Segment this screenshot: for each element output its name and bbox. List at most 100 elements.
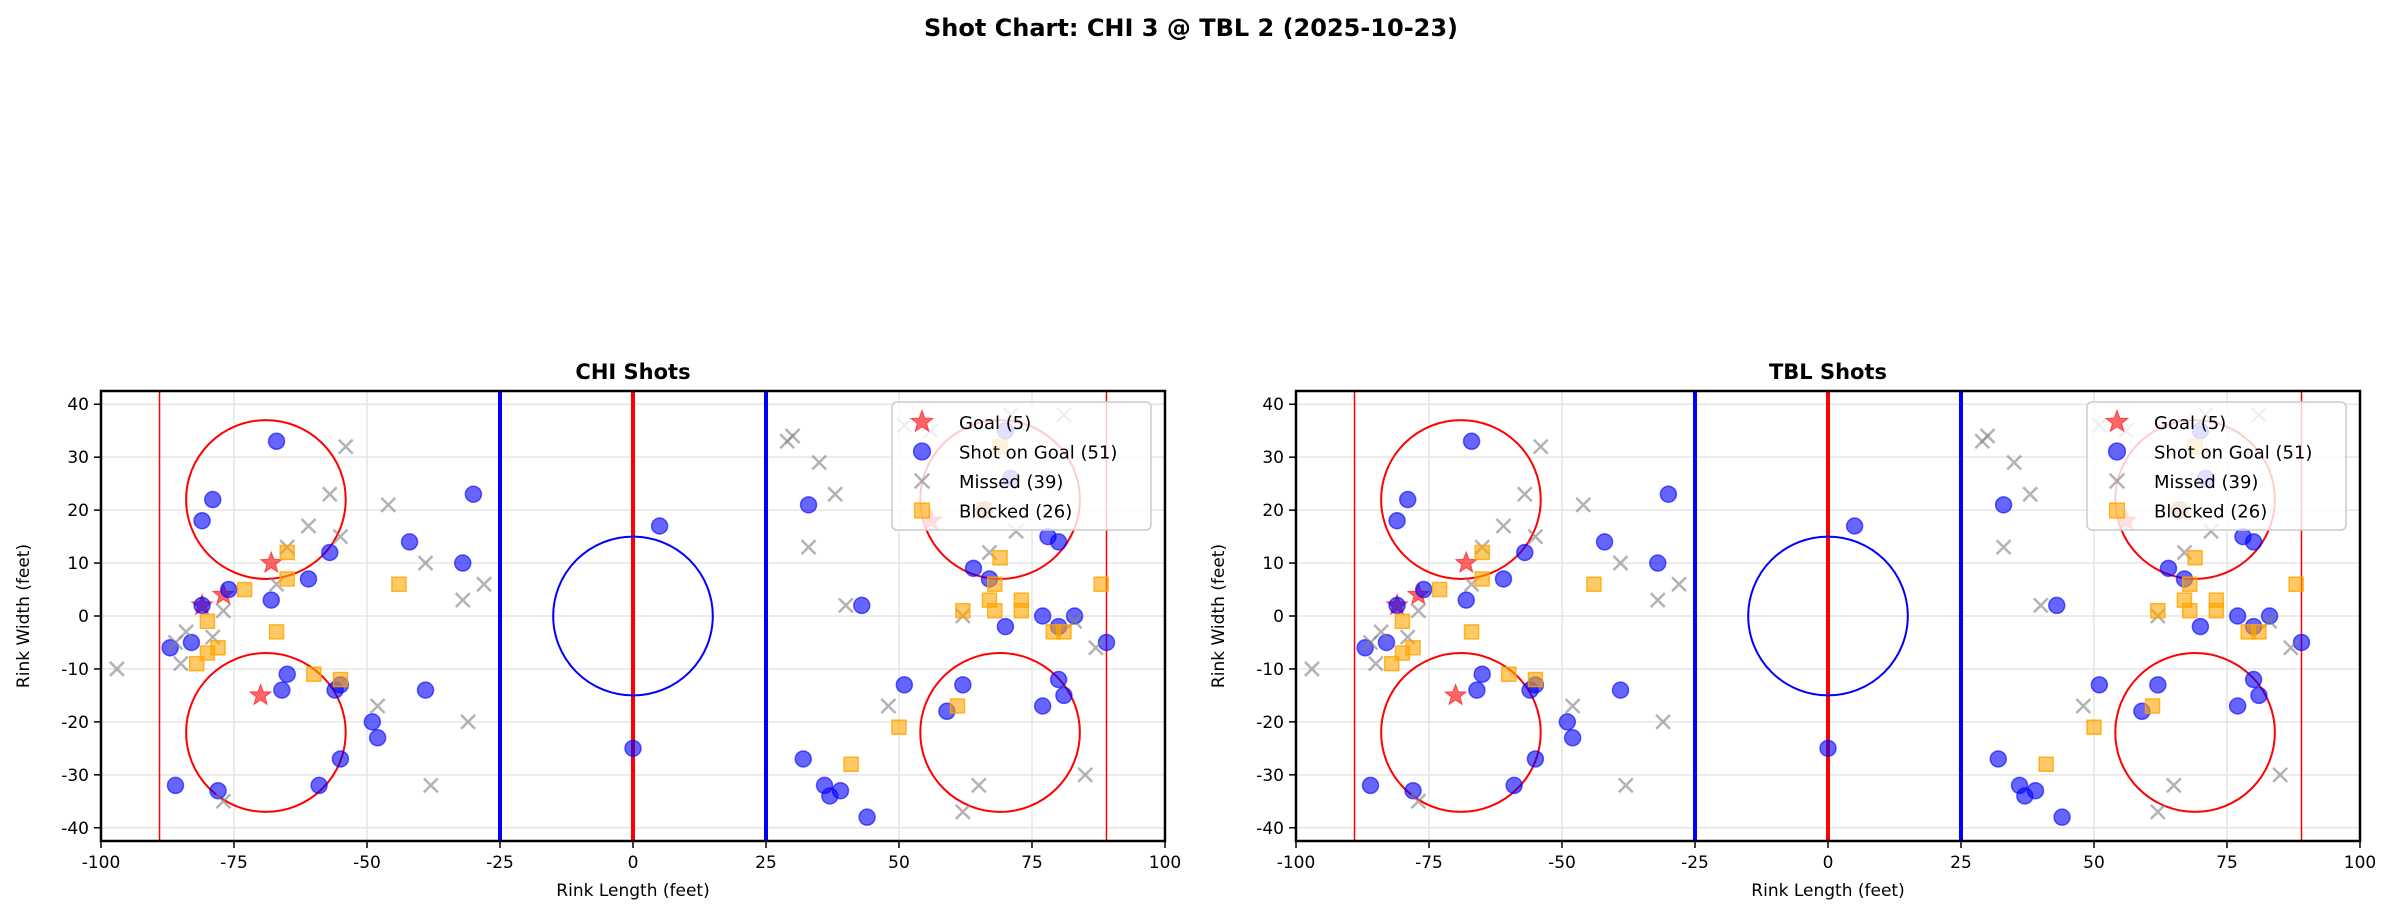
point-circle (1065, 607, 1084, 625)
point-square (2187, 550, 2203, 566)
legend-marker-circle (2107, 442, 2127, 461)
point-x (321, 486, 338, 503)
point-x (2006, 454, 2023, 471)
point-square (955, 602, 971, 619)
point-circle (321, 543, 339, 562)
point-square (2251, 624, 2267, 640)
point-circle (964, 559, 983, 578)
point-circle (273, 681, 291, 699)
point-x (970, 777, 987, 794)
point-x (811, 454, 828, 471)
y-tick-label: -20 (61, 713, 89, 733)
point-square (2144, 698, 2161, 714)
y-tick-label: -40 (1256, 819, 1284, 839)
point-x (172, 655, 189, 672)
point-circle (1649, 554, 1667, 572)
point-x (417, 555, 434, 571)
point-circle (182, 633, 201, 652)
point-x (1575, 496, 1592, 513)
y-tick-label: 40 (1262, 395, 1284, 415)
point-circle (1994, 496, 2013, 514)
faceoff-circle (185, 652, 347, 813)
point-circle (203, 490, 222, 509)
point-x (167, 634, 184, 651)
point-circle (2090, 676, 2109, 694)
point-circle (1819, 739, 1837, 758)
point-circle (1516, 543, 1534, 562)
y-tick-label: -30 (1256, 766, 1284, 786)
faceoff-circle (1380, 652, 1542, 813)
point-circle (1462, 432, 1481, 451)
faceoff-circle (2114, 652, 2276, 813)
point-circle (219, 580, 238, 599)
point-circle (624, 739, 642, 758)
point-x (2075, 698, 2092, 714)
point-square (891, 719, 907, 735)
x-tick-label: 25 (755, 853, 777, 873)
point-circle (2244, 670, 2263, 689)
point-square (1586, 576, 1602, 592)
point-square (987, 602, 1003, 619)
point-circle (193, 596, 211, 615)
point-circle (1049, 670, 1068, 689)
point-circle (1049, 533, 1068, 551)
point-circle (464, 485, 483, 503)
point-circle (1526, 750, 1545, 768)
legend-label: Goal (5) (2154, 413, 2226, 434)
point-circle (1033, 697, 1052, 715)
point-square (199, 613, 216, 630)
point-circle (799, 496, 818, 514)
point-circle (1845, 517, 1864, 535)
point-x (332, 528, 349, 545)
point-circle (2149, 676, 2167, 694)
point-square (279, 571, 295, 587)
point-x (1564, 698, 1581, 714)
point-square (2288, 576, 2304, 592)
point-circle (1611, 681, 1630, 699)
point-x (1649, 592, 1666, 609)
x-tick-label: -100 (82, 853, 121, 873)
point-circle (209, 781, 227, 800)
y-axis-label: Rink Width (feet) (14, 544, 34, 688)
point-square (1056, 624, 1072, 640)
x-tick-label: 50 (888, 853, 910, 873)
x-tick-label: -50 (353, 853, 381, 873)
point-x (1410, 602, 1427, 619)
legend-marker-square (913, 502, 931, 519)
point-square (2208, 602, 2225, 619)
faceoff-circle (1380, 419, 1542, 580)
point-square (332, 671, 349, 688)
point-x (1362, 634, 1379, 651)
point-square (279, 544, 295, 561)
point-square (1463, 624, 1480, 640)
y-tick-label: 10 (1262, 554, 1284, 574)
y-tick-label: 20 (67, 501, 89, 521)
point-square (2038, 756, 2054, 772)
chart-1: -100 -75 -50 -25 0 25 50 75 100-40-30-20-1001020… (14, 360, 1181, 901)
point-circle (310, 776, 328, 795)
point-x (380, 496, 397, 513)
x-tick-label: 75 (2216, 853, 2238, 873)
point-x (2149, 803, 2166, 820)
point-x (109, 661, 125, 677)
point-circle (2191, 617, 2210, 636)
chart-2: -100 -75 -50 -25 0 25 50 75 100-40-30-20-1001020… (1209, 360, 2376, 901)
point-star (259, 550, 284, 574)
point-circle (1468, 681, 1486, 699)
point-square (2150, 602, 2166, 619)
y-tick-label: -20 (1256, 713, 1284, 733)
point-x (1527, 528, 1544, 545)
point-x (215, 793, 232, 810)
point-circle (1659, 485, 1678, 503)
legend-marker-x (913, 472, 931, 490)
x-tick-label: 50 (2083, 853, 2105, 873)
legend-box (2086, 401, 2347, 531)
point-circle (1055, 686, 1073, 705)
point-circle (2292, 633, 2311, 652)
point-circle (1404, 781, 1422, 800)
point-circle (2228, 607, 2247, 625)
point-x (1367, 655, 1384, 672)
y-axis-label: Rink Width (feet) (1209, 544, 1229, 688)
series-square (1384, 438, 2304, 772)
